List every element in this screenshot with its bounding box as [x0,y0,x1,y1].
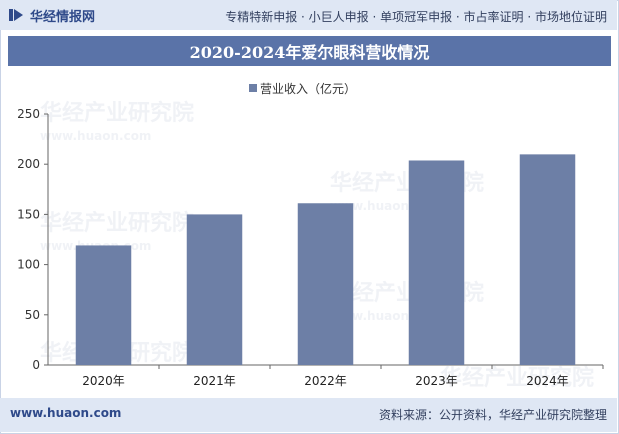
y-tick-label: 250 [17,107,40,121]
y-tick-label: 200 [17,157,40,171]
logo-text: 华经情报网 [30,9,96,25]
y-tick-label: 50 [25,308,40,322]
watermark-cn-3: 华经产业研究院 [40,210,194,236]
watermark-cn-6: 华经产业研究院 [440,365,594,391]
footer-source: 资料来源：公开资料，华经产业研究院整理 [378,408,607,422]
bar [408,160,465,365]
watermark-cn-1: 华经产业研究院 [40,100,194,126]
title-bar: 2020-2024年爱尔眼科营收情况 [8,36,611,66]
bar-series [75,154,576,365]
y-tick-label: 100 [17,258,40,272]
x-tick-label: 2020年 [82,374,125,388]
header-tagline: 专精特新申报 · 小巨人申报 · 单项冠军申报 · 市占率证明 · 市场地位证明 [225,10,607,24]
bar [75,245,132,365]
site-logo[interactable]: 华经情报网 [8,7,96,25]
x-tick-label: 2023年 [415,374,458,388]
watermark-en-1: www.huaon.com [40,129,151,143]
footer-website-link[interactable]: www.huaon.com [10,406,122,420]
bar [297,203,354,365]
logo-icon [9,9,23,21]
bar [186,214,243,365]
chart-title: 2020-2024年爱尔眼科营收情况 [189,43,430,62]
legend-label: 营业收入（亿元） [260,81,356,96]
y-tick-label: 0 [32,358,40,372]
x-tick-label: 2024年 [526,374,569,388]
header-bar: 华经情报网 专精特新申报 · 小巨人申报 · 单项冠军申报 · 市占率证明 · … [0,0,617,30]
legend-swatch [249,84,257,92]
x-tick-label: 2021年 [193,374,236,388]
legend: 营业收入（亿元） [249,81,356,96]
y-axis: 0 50 100 150 200 250 [17,107,49,372]
y-tick-label: 150 [17,207,40,221]
footer-bar: www.huaon.com 资料来源：公开资料，华经产业研究院整理 [0,398,617,432]
bar [519,154,576,365]
x-tick-label: 2022年 [304,374,347,388]
